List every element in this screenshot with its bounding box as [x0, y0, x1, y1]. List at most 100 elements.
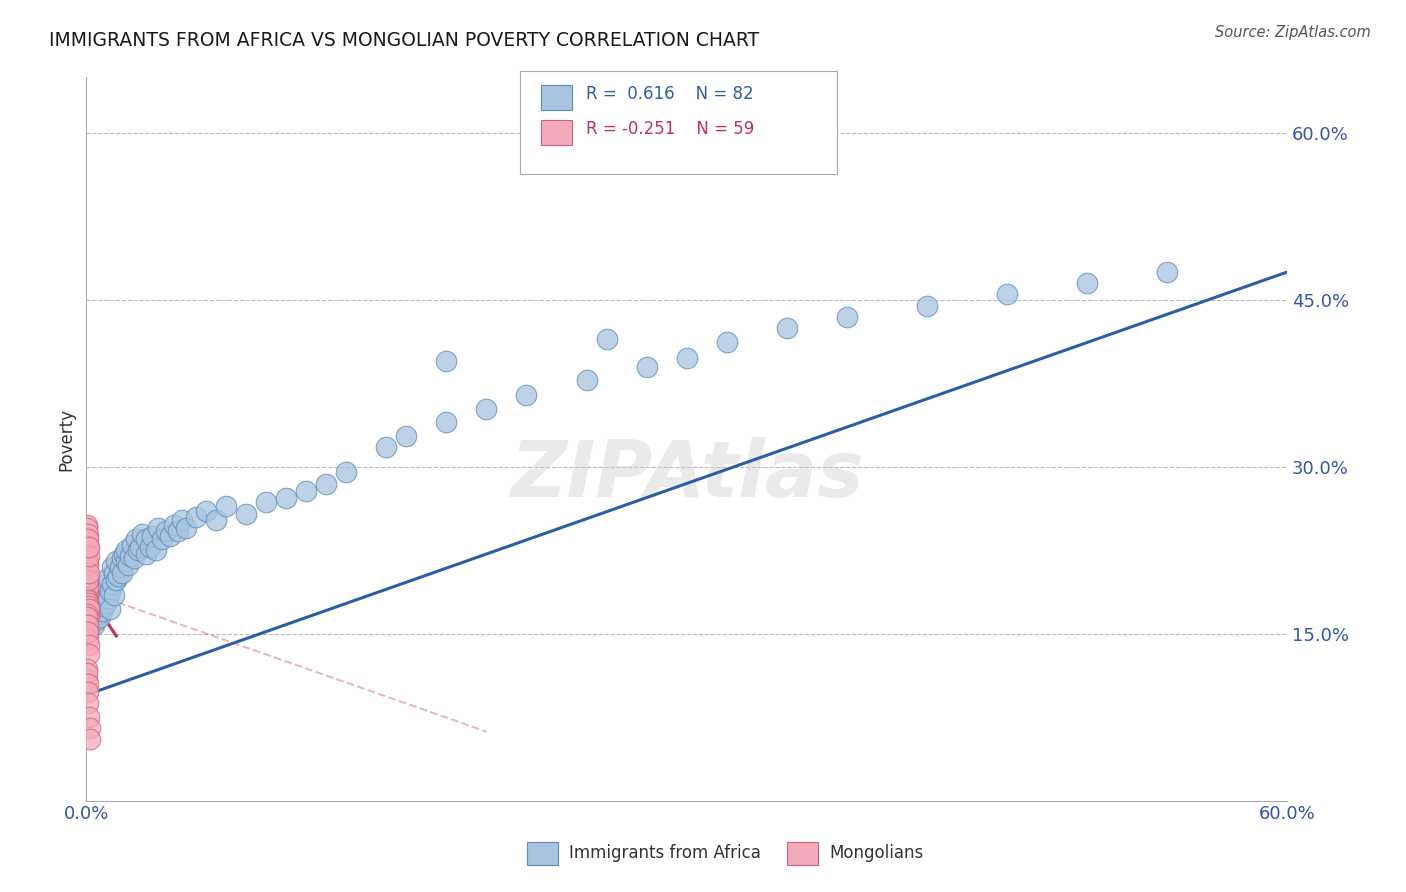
Point: [145, 543, 167, 558]
Point: [76, 554, 98, 568]
Point: [76, 610, 98, 624]
Point: [77, 610, 100, 624]
Point: [93, 582, 115, 597]
Point: [375, 440, 398, 454]
Point: [97, 591, 120, 606]
Point: [77, 696, 100, 710]
Point: [103, 566, 125, 580]
Point: [76, 591, 98, 606]
Point: [77, 569, 100, 583]
Point: [76, 560, 98, 574]
Point: [995, 287, 1018, 301]
Point: [176, 521, 198, 535]
Point: [111, 566, 134, 580]
Point: [107, 569, 129, 583]
Point: [76, 526, 98, 541]
Point: [79, 540, 101, 554]
Point: [98, 584, 121, 599]
Point: [675, 351, 697, 365]
Point: [159, 529, 181, 543]
Point: [155, 524, 177, 539]
Point: [76, 677, 98, 691]
Point: [186, 509, 208, 524]
Point: [79, 610, 101, 624]
Point: [77, 624, 100, 639]
Point: [335, 466, 357, 480]
Point: [76, 588, 98, 602]
Point: [96, 596, 118, 610]
Point: [76, 551, 98, 566]
Point: [395, 428, 418, 442]
Point: [111, 551, 134, 566]
Point: [76, 526, 98, 541]
Point: [167, 524, 190, 539]
Point: [716, 335, 738, 350]
Point: [79, 732, 101, 747]
Point: [575, 373, 598, 387]
Text: IMMIGRANTS FROM AFRICA VS MONGOLIAN POVERTY CORRELATION CHART: IMMIGRANTS FROM AFRICA VS MONGOLIAN POVE…: [49, 31, 759, 50]
Point: [77, 580, 100, 594]
Point: [87, 602, 110, 616]
Point: [76, 571, 98, 585]
Point: [76, 554, 98, 568]
Point: [135, 547, 157, 561]
Point: [115, 554, 138, 568]
Point: [77, 580, 100, 594]
Point: [82, 605, 104, 619]
Point: [84, 613, 107, 627]
Point: [77, 607, 100, 621]
Point: [76, 673, 98, 688]
Point: [775, 320, 797, 334]
Point: [97, 571, 120, 585]
Point: [215, 499, 238, 513]
Point: [76, 576, 98, 591]
Point: [77, 632, 100, 647]
Text: R = -0.251    N = 59: R = -0.251 N = 59: [586, 120, 755, 138]
Point: [79, 721, 101, 735]
Point: [76, 617, 98, 632]
Point: [91, 588, 114, 602]
Point: [76, 602, 98, 616]
Text: Immigrants from Africa: Immigrants from Africa: [569, 844, 761, 862]
Point: [76, 596, 98, 610]
Point: [475, 402, 498, 417]
Point: [436, 354, 458, 368]
Point: [77, 532, 100, 546]
Point: [77, 710, 100, 724]
Point: [1156, 265, 1178, 279]
Text: R =  0.616    N = 82: R = 0.616 N = 82: [586, 85, 754, 103]
Point: [83, 617, 105, 632]
Point: [76, 624, 98, 639]
Point: [76, 613, 98, 627]
Point: [101, 560, 124, 574]
Point: [76, 566, 98, 580]
Point: [195, 504, 218, 518]
Point: [87, 607, 110, 621]
Point: [124, 551, 146, 566]
Point: [76, 593, 98, 607]
Point: [76, 576, 98, 591]
Point: [82, 615, 104, 630]
Point: [76, 535, 98, 549]
Point: [76, 582, 98, 597]
Point: [76, 662, 98, 676]
Point: [89, 610, 111, 624]
Point: [835, 310, 858, 324]
Point: [915, 299, 938, 313]
Point: [77, 558, 100, 572]
Point: [76, 607, 98, 621]
Point: [77, 596, 100, 610]
Point: [76, 584, 98, 599]
Point: [150, 532, 173, 546]
Point: [76, 532, 98, 546]
Point: [148, 521, 170, 535]
Point: [121, 538, 143, 552]
Point: [129, 540, 152, 554]
Point: [101, 576, 124, 591]
Point: [112, 547, 135, 561]
Point: [235, 507, 257, 521]
Text: Source: ZipAtlas.com: Source: ZipAtlas.com: [1215, 25, 1371, 40]
Point: [276, 491, 298, 505]
Point: [105, 554, 128, 568]
Point: [120, 549, 142, 563]
